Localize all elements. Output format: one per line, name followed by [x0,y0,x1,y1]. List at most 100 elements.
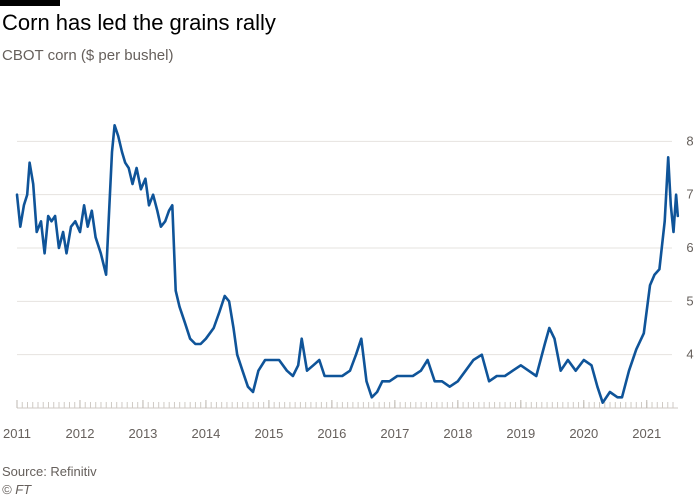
data-point [62,231,64,233]
data-point [583,359,585,361]
data-point [535,375,537,377]
y-tick-label: 7 [686,187,693,202]
data-point [128,167,130,169]
data-point [649,284,651,286]
x-tick-label: 2020 [569,426,598,441]
data-point [121,151,123,153]
data-point [658,268,660,270]
data-point [306,370,308,372]
data-point [355,354,357,356]
data-point [131,183,134,185]
data-point [47,215,49,217]
data-point [28,162,31,164]
data-point [297,364,299,366]
data-point [178,306,181,308]
x-tick-label: 2014 [191,426,220,441]
data-point [36,231,38,233]
data-point [376,391,378,393]
data-point [609,391,611,393]
data-point [381,380,383,382]
y-tick-label: 8 [686,133,693,148]
data-point [332,375,335,377]
data-point [628,370,630,372]
x-tick-label: 2011 [3,426,31,441]
data-point [113,124,116,126]
brand-bar [0,0,60,6]
data-point [312,364,314,366]
data-point [54,215,56,217]
data-point [512,370,514,372]
data-point [434,380,436,382]
data-point [105,274,107,276]
data-point [465,370,467,372]
data-point [548,327,550,329]
data-point [441,380,443,382]
data-point [488,380,490,382]
data-point [194,343,197,345]
data-point [412,375,414,377]
data-point [621,396,623,398]
data-point [449,386,451,388]
data-point [670,204,672,206]
data-point [504,375,506,377]
data-point [108,204,111,206]
data-point [457,380,459,382]
data-point [420,370,422,372]
data-point [50,220,53,222]
data-point [95,236,97,238]
data-point [635,348,637,350]
data-point [675,194,677,196]
data-point [218,311,220,313]
data-point [160,226,162,228]
data-point [224,295,226,297]
data-point [653,274,656,276]
data-point [241,370,244,372]
data-point [252,391,254,393]
y-tick-label: 5 [686,293,693,308]
data-point [228,300,230,302]
data-point [74,220,76,222]
data-point [232,327,235,329]
data-point [124,162,126,164]
data-point [26,194,28,196]
data-point [286,370,288,372]
x-tick-label: 2019 [506,426,535,441]
data-point [44,252,46,254]
data-point [341,375,343,377]
data-point [496,375,498,377]
y-tick-label: 4 [686,347,693,362]
data-point [87,226,89,228]
data-point [590,364,593,366]
data-point [175,290,177,292]
data-point [236,354,238,356]
data-point [349,370,351,372]
data-point [575,370,577,372]
data-point [472,359,474,361]
data-point [70,226,72,228]
data-point [79,231,81,233]
data-point [184,322,186,324]
x-tick-label: 2012 [66,426,95,441]
data-point [520,364,522,366]
data-point [32,183,34,185]
data-point [144,178,146,180]
x-tick-label: 2013 [128,426,157,441]
data-point [301,338,303,340]
data-point [58,247,60,249]
data-point [91,210,93,212]
data-point [667,156,669,158]
data-point [643,332,645,334]
data-point [404,375,406,377]
corn-price-line [15,124,680,404]
y-tick-label: 6 [686,240,693,255]
data-point [148,204,150,206]
data-point [111,151,113,153]
data-point [199,343,202,345]
data-point [560,370,562,372]
data-point [16,194,18,196]
x-tick-label: 2015 [254,426,283,441]
data-point [544,343,546,345]
x-tick-label: 2016 [317,426,346,441]
x-tick-label: 2017 [380,426,409,441]
data-point [247,386,249,388]
